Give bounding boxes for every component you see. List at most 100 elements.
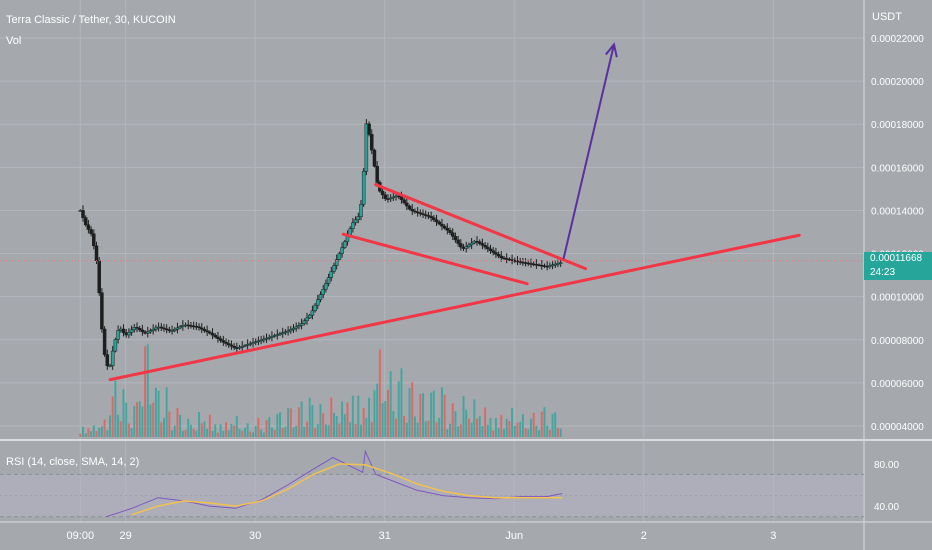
candle bbox=[208, 331, 212, 334]
projection-arrow bbox=[562, 44, 615, 260]
wedge-lower-line bbox=[341, 232, 529, 286]
volume-bar bbox=[327, 425, 330, 437]
volume-bar bbox=[206, 428, 209, 437]
volume-bar bbox=[543, 407, 546, 437]
candle bbox=[245, 344, 250, 346]
volume-bar bbox=[319, 404, 322, 437]
candle bbox=[256, 340, 261, 343]
candle bbox=[483, 245, 487, 248]
volume-bar bbox=[343, 414, 346, 437]
volume-bar bbox=[473, 399, 476, 437]
volume-bar bbox=[416, 422, 419, 437]
candle bbox=[418, 212, 423, 215]
candle bbox=[305, 317, 309, 322]
candle bbox=[383, 194, 388, 199]
volume-bar bbox=[389, 371, 392, 437]
volume-bar bbox=[162, 417, 165, 437]
bar-countdown: 24:23 bbox=[864, 266, 932, 280]
candle bbox=[248, 343, 253, 345]
volume-bar bbox=[422, 393, 425, 437]
volume-bar bbox=[230, 423, 233, 437]
volume-bar bbox=[149, 404, 152, 437]
candle bbox=[202, 329, 207, 331]
candle bbox=[132, 327, 137, 331]
candle bbox=[491, 250, 495, 253]
volume-bar bbox=[184, 429, 187, 437]
volume-bar bbox=[165, 387, 168, 437]
volume-bar bbox=[440, 387, 443, 437]
volume-bar bbox=[287, 407, 290, 437]
time-tick-label: 09:00 bbox=[67, 530, 95, 542]
candle bbox=[283, 331, 288, 334]
volume-bar bbox=[338, 423, 341, 437]
candle bbox=[426, 215, 431, 217]
candle bbox=[496, 254, 501, 257]
volume-bar bbox=[494, 418, 497, 437]
volume-bar bbox=[524, 428, 527, 437]
candle bbox=[221, 340, 226, 343]
candle bbox=[321, 289, 325, 295]
candle bbox=[307, 314, 312, 319]
volume-bar bbox=[403, 415, 406, 437]
price-tick-label: 0.00020000 bbox=[871, 77, 924, 88]
time-tick-label: 3 bbox=[770, 530, 776, 542]
volume-bar bbox=[397, 381, 400, 437]
volume-bar bbox=[257, 417, 260, 437]
volume-bar bbox=[459, 424, 462, 437]
candle bbox=[388, 197, 393, 200]
candle bbox=[351, 222, 355, 230]
price-tick-label: 0.00010000 bbox=[871, 293, 924, 304]
candle bbox=[399, 196, 404, 201]
volume-bar bbox=[527, 429, 530, 437]
candle bbox=[488, 248, 493, 251]
candle bbox=[178, 326, 182, 329]
candle bbox=[108, 365, 112, 367]
volume-bar bbox=[144, 346, 147, 437]
volume-bar bbox=[400, 368, 403, 437]
volume-bar bbox=[316, 424, 319, 437]
volume-bar bbox=[481, 426, 484, 437]
volume-bar bbox=[330, 397, 333, 437]
volume-bar bbox=[308, 397, 311, 437]
volume-bar bbox=[289, 408, 292, 437]
candle bbox=[146, 331, 150, 334]
volume-bar bbox=[505, 418, 508, 437]
rsi-label: RSI (14, close, SMA, 14, 2) bbox=[6, 456, 140, 468]
volume-bar bbox=[187, 418, 190, 437]
candle bbox=[92, 233, 96, 247]
volume-bar bbox=[408, 388, 411, 437]
candle bbox=[116, 330, 120, 340]
candle bbox=[402, 199, 406, 204]
volume-bar bbox=[141, 406, 144, 437]
current-price-tag: 0.00011668 bbox=[864, 252, 932, 266]
volume-bar bbox=[341, 401, 344, 437]
candle bbox=[113, 339, 118, 352]
price-tick-label: 0.00022000 bbox=[871, 34, 924, 45]
volume-bar bbox=[532, 412, 535, 437]
volume-bar bbox=[222, 430, 225, 437]
candle bbox=[499, 255, 504, 259]
volume-bar bbox=[297, 407, 300, 437]
volume-bar bbox=[241, 430, 244, 437]
time-tick-label: 30 bbox=[249, 530, 261, 542]
volume-bar bbox=[208, 414, 211, 437]
price-tick-label: 0.00006000 bbox=[871, 379, 924, 390]
volume-bar bbox=[497, 427, 500, 437]
candle bbox=[237, 346, 242, 349]
candle bbox=[253, 341, 258, 344]
volume-bar bbox=[233, 425, 236, 437]
volume-bar bbox=[521, 414, 524, 437]
volume-bar bbox=[176, 408, 179, 437]
volume-bar bbox=[260, 429, 263, 437]
candle bbox=[437, 221, 441, 225]
volume-bar bbox=[392, 411, 395, 437]
rsi-tick-label: 80.00 bbox=[874, 460, 899, 471]
time-tick-label: 29 bbox=[120, 530, 132, 542]
candle bbox=[299, 323, 304, 326]
rsi-sma-line bbox=[131, 463, 563, 516]
volume-bar bbox=[465, 409, 468, 437]
price-tick-label: 0.00008000 bbox=[871, 336, 924, 347]
candle bbox=[264, 337, 269, 340]
volume-bar bbox=[462, 396, 465, 437]
